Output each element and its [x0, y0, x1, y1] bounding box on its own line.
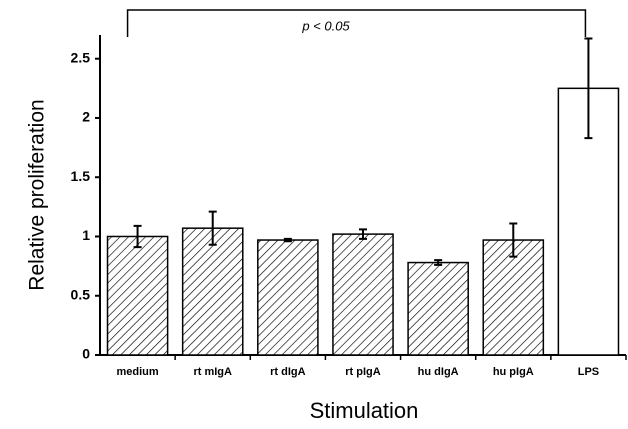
annotation: p < 0.05 — [301, 18, 350, 33]
bar — [332, 233, 394, 356]
bar — [257, 239, 319, 356]
y-tick-label: 1.5 — [71, 168, 91, 184]
x-axis-label: Stimulation — [310, 398, 419, 423]
y-tick-label: 0 — [82, 346, 90, 362]
bar — [482, 239, 545, 356]
x-tick-label: hu pIgA — [493, 366, 534, 378]
y-axis-label: Relative proliferation — [26, 99, 49, 290]
bar — [557, 87, 620, 356]
x-tick-label: rt pIgA — [345, 366, 380, 378]
y-tick-label: 1 — [82, 227, 90, 243]
error-bar — [434, 259, 443, 266]
error-bar — [283, 237, 292, 243]
x-tick-label: LPS — [578, 366, 599, 378]
y-tick-label: 0.5 — [71, 286, 91, 302]
bar — [106, 235, 169, 356]
y-tick-label: 2 — [82, 109, 90, 125]
x-tick-label: hu dIgA — [418, 366, 459, 378]
x-tick-label: rt dIgA — [270, 366, 305, 378]
bar — [181, 227, 244, 356]
y-tick-label: 2.5 — [71, 49, 91, 65]
error-bar — [208, 210, 217, 246]
error-bar — [584, 37, 593, 140]
x-tick-label: medium — [116, 366, 158, 378]
error-bar — [509, 222, 518, 258]
x-tick-label: rt mIgA — [193, 366, 232, 378]
significance-bracket — [126, 9, 587, 37]
error-bar — [359, 228, 367, 240]
bar — [407, 261, 469, 356]
error-bar — [133, 224, 142, 249]
